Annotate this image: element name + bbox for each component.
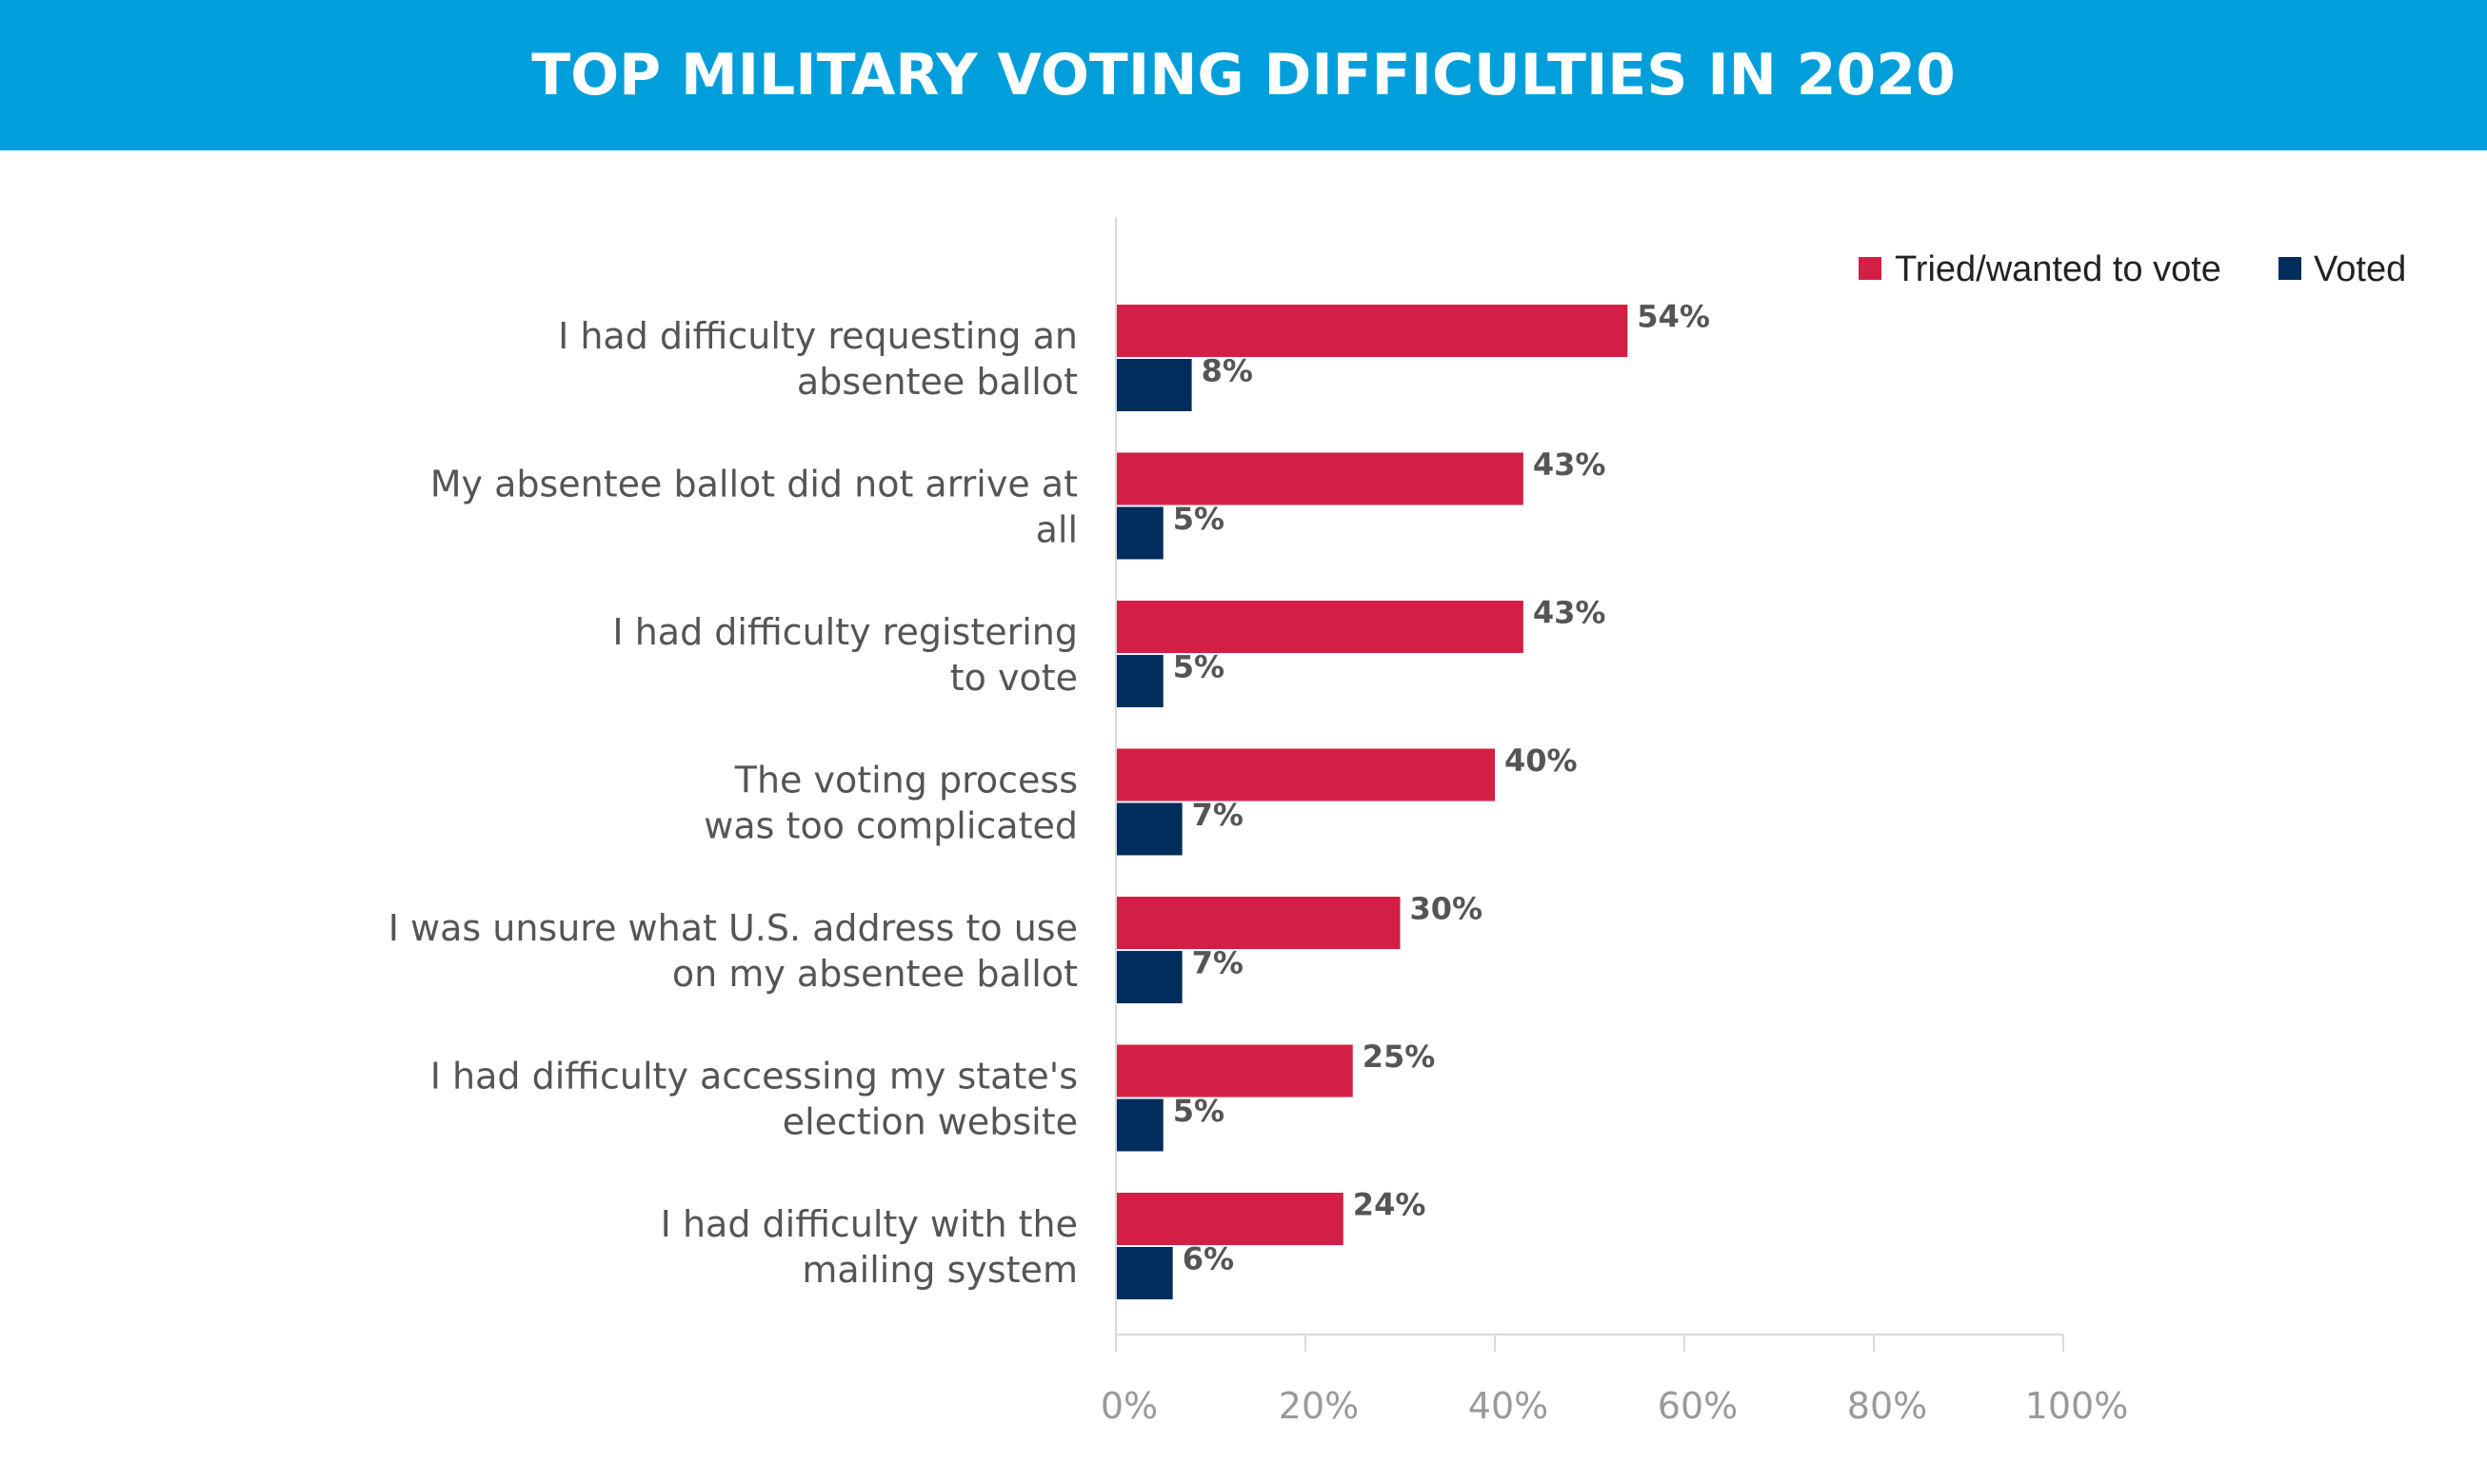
category-label-line: My absentee ballot did not arrive at bbox=[430, 464, 1078, 505]
value-label: 43% bbox=[1533, 446, 1606, 483]
chart-title: TOP MILITARY VOTING DIFFICULTIES IN 2020 bbox=[531, 42, 1956, 109]
bar-voted bbox=[1116, 655, 1164, 707]
value-label: 5% bbox=[1173, 649, 1224, 685]
category-label-line: all bbox=[1036, 509, 1078, 551]
title-banner: TOP MILITARY VOTING DIFFICULTIES IN 2020 bbox=[0, 0, 2487, 150]
legend-label: Tried/wanted to vote bbox=[1895, 249, 2221, 289]
bar-voted bbox=[1116, 1098, 1164, 1152]
bar-tried bbox=[1116, 748, 1495, 801]
category-label-line: was too complicated bbox=[704, 805, 1078, 847]
value-label: 40% bbox=[1504, 742, 1578, 779]
value-label: 25% bbox=[1363, 1039, 1436, 1075]
category-label-line: The voting process bbox=[734, 760, 1078, 801]
category-label: I had difficulty accessing my state's ele… bbox=[430, 1056, 1078, 1143]
legend-swatch bbox=[1859, 257, 1881, 280]
x-tick-label: 80% bbox=[1847, 1385, 1927, 1427]
value-label: 54% bbox=[1637, 299, 1710, 335]
category-label: My absentee ballot did not arrive at all bbox=[430, 464, 1078, 551]
category-label-line: I had difficulty requesting an bbox=[558, 315, 1078, 357]
value-label: 6% bbox=[1183, 1241, 1234, 1277]
value-labels: 54% 8% 43% 5% 43% 5% 40% 7% 30% 7% 25% 5% 24% 6% bbox=[1173, 299, 1710, 1277]
legend: Tried/wanted to vote Voted bbox=[1859, 249, 2406, 289]
category-label: The voting process was too complicated bbox=[704, 760, 1078, 847]
category-label: I had difficulty with the mailing system bbox=[661, 1203, 1078, 1291]
category-label-line: I had difficulty registering bbox=[612, 611, 1078, 653]
category-label-line: absentee ballot bbox=[797, 361, 1078, 403]
x-tick-label: 0% bbox=[1101, 1385, 1158, 1427]
bar-voted bbox=[1116, 506, 1164, 560]
value-label: 7% bbox=[1192, 797, 1244, 833]
legend-swatch bbox=[2278, 257, 2301, 280]
value-label: 43% bbox=[1533, 595, 1606, 631]
category-label: I was unsure what U.S. address to use on … bbox=[388, 907, 1078, 995]
bar-tried bbox=[1116, 897, 1401, 949]
x-tick-label: 40% bbox=[1468, 1385, 1548, 1427]
category-label-line: on my absentee ballot bbox=[672, 953, 1078, 995]
category-label-line: I had difficulty with the bbox=[661, 1203, 1078, 1245]
category-label-line: I had difficulty accessing my state's bbox=[430, 1056, 1078, 1098]
legend-label: Voted bbox=[2314, 249, 2406, 289]
x-tick-label: 100% bbox=[2025, 1385, 2129, 1427]
bar-voted bbox=[1116, 802, 1183, 856]
x-axis: 0% 20% 40% 60% 80% 100% bbox=[1101, 217, 2128, 1427]
value-label: 5% bbox=[1173, 1093, 1224, 1129]
value-label: 30% bbox=[1410, 891, 1483, 927]
bar-tried bbox=[1116, 305, 1628, 357]
bar-tried bbox=[1116, 601, 1523, 653]
bar-voted bbox=[1116, 1247, 1173, 1299]
value-label: 7% bbox=[1192, 945, 1244, 981]
category-label: I had difficulty registering to vote bbox=[612, 611, 1078, 699]
bar-voted bbox=[1116, 359, 1192, 411]
category-label-line: mailing system bbox=[802, 1249, 1078, 1291]
category-label-line: to vote bbox=[950, 657, 1078, 699]
bars bbox=[1116, 305, 1628, 1299]
x-tick-label: 20% bbox=[1279, 1385, 1359, 1427]
category-label: I had difficulty requesting an absentee b… bbox=[558, 315, 1078, 403]
x-tick-label: 60% bbox=[1658, 1385, 1738, 1427]
category-labels: I had difficulty requesting an absentee b… bbox=[388, 315, 1078, 1291]
bar-tried bbox=[1116, 1044, 1353, 1098]
value-label: 5% bbox=[1173, 501, 1224, 537]
bar-tried bbox=[1116, 452, 1523, 505]
category-label-line: election website bbox=[783, 1101, 1078, 1143]
value-label: 8% bbox=[1202, 353, 1253, 389]
category-label-line: I was unsure what U.S. address to use bbox=[388, 907, 1078, 949]
value-label: 24% bbox=[1353, 1187, 1426, 1223]
bar-tried bbox=[1116, 1193, 1343, 1245]
bar-voted bbox=[1116, 951, 1183, 1003]
